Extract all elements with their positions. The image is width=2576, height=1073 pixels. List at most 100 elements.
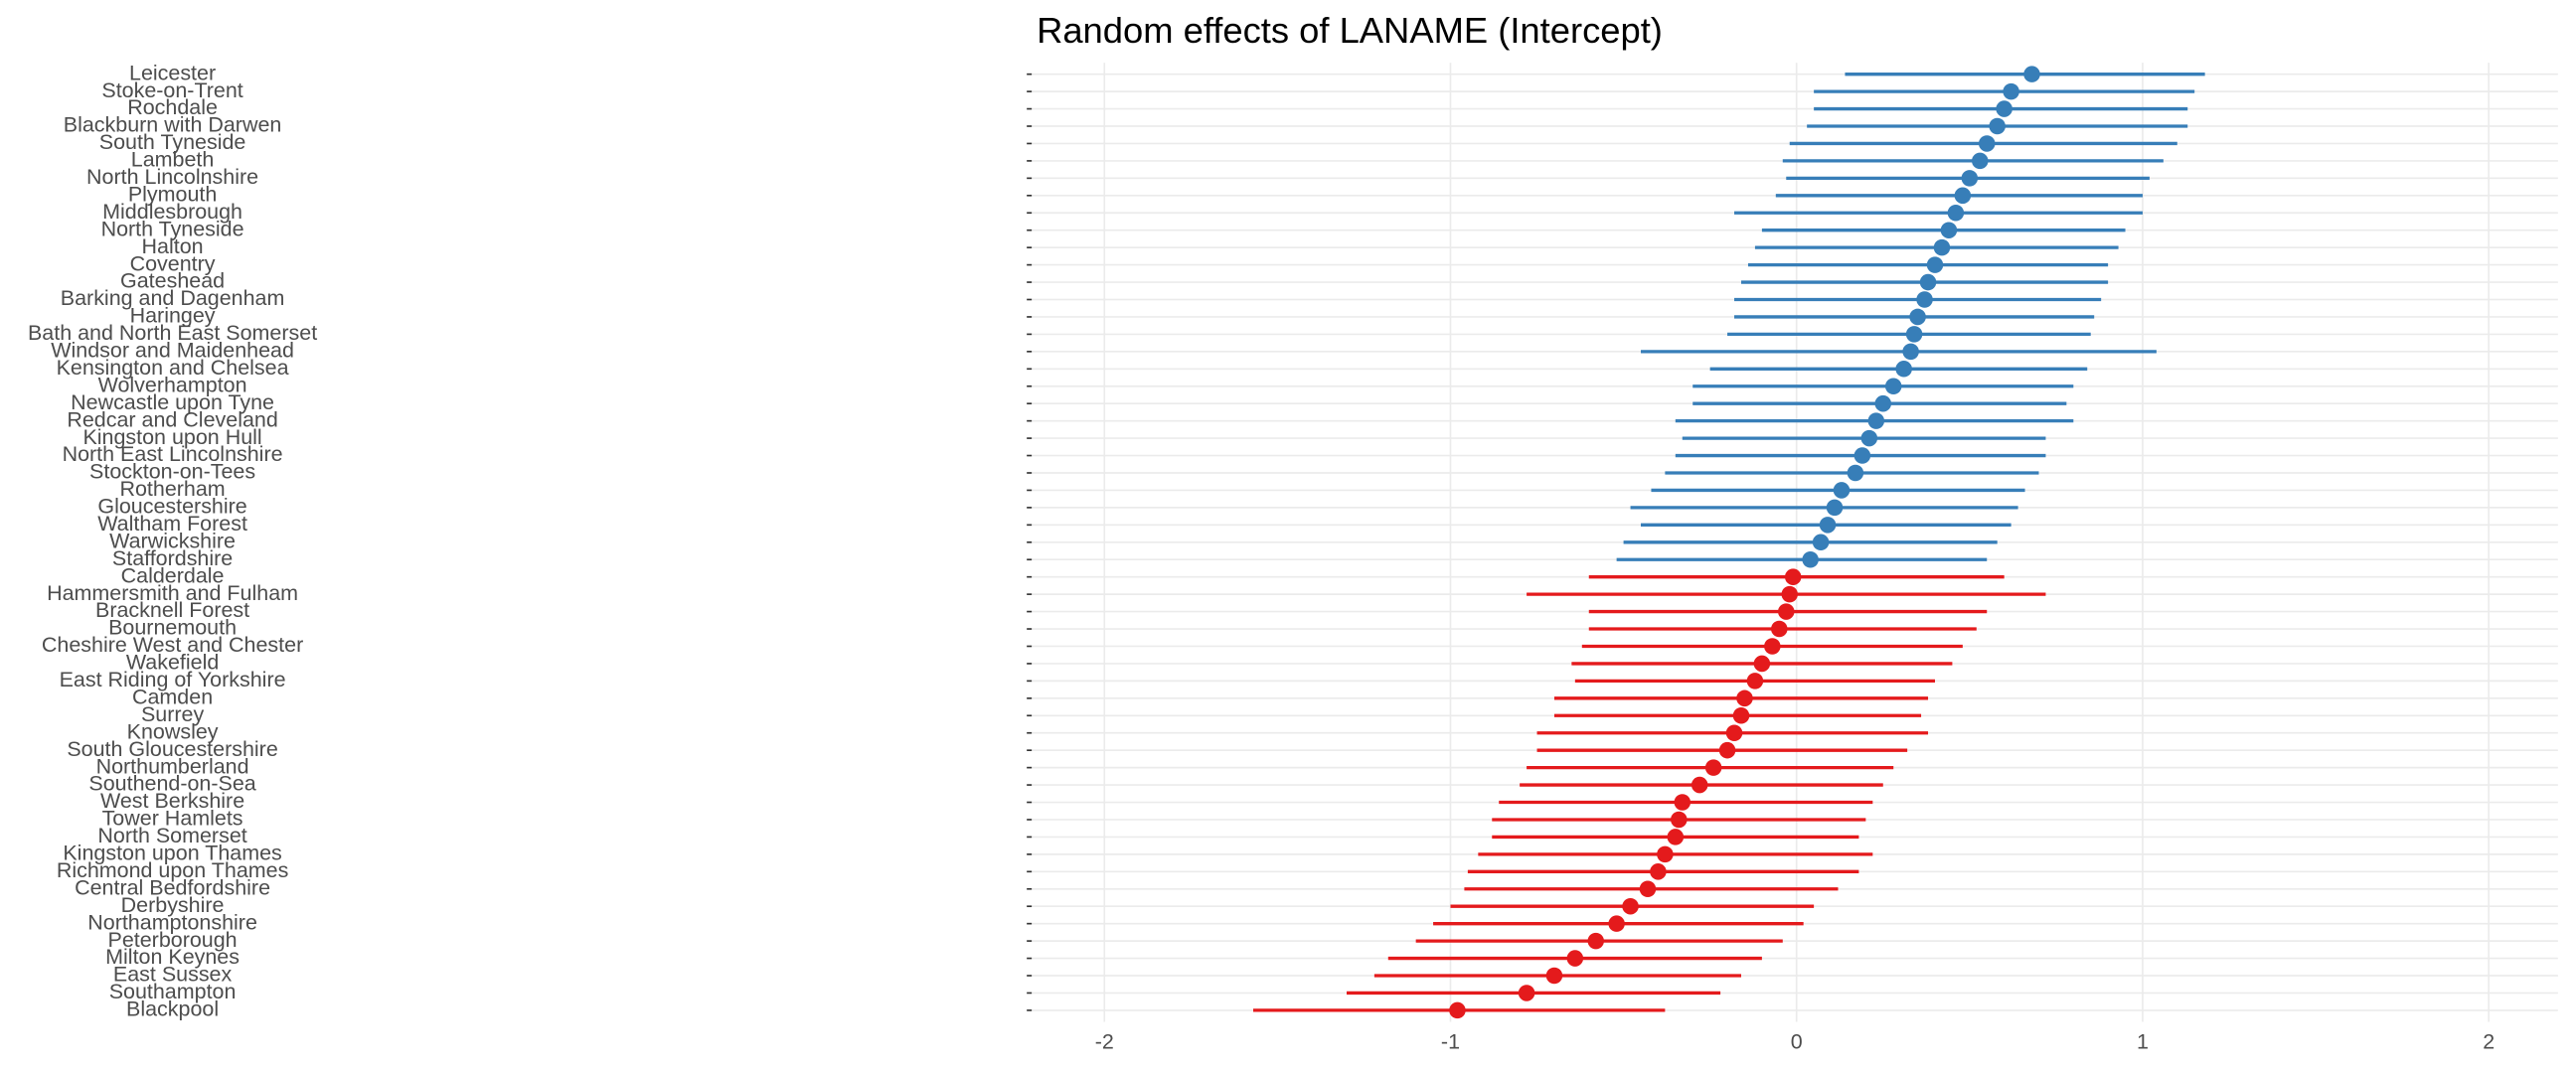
point — [1972, 152, 1989, 170]
point — [1718, 741, 1736, 759]
point — [1947, 204, 1965, 222]
point — [1746, 673, 1764, 690]
x-tick-label: -2 — [1095, 1030, 1114, 1054]
point — [1587, 932, 1605, 950]
y-tick-label: Tower Hamlets — [102, 807, 243, 831]
point — [1704, 759, 1722, 776]
point — [1926, 256, 1944, 273]
point — [2003, 82, 2019, 100]
y-tick-label: Camden — [132, 685, 213, 708]
point — [1905, 326, 1923, 343]
point — [1940, 222, 1958, 238]
y-tick-label: Kingston upon Hull — [82, 425, 261, 449]
y-tick-label: Northamptonshire — [87, 910, 257, 934]
y-tick-label: Southend-on-Sea — [88, 772, 255, 796]
point — [1725, 724, 1743, 741]
y-tick-label: North East Lincolnshire — [63, 442, 283, 466]
y-tick-label: Cheshire West and Chester — [42, 633, 303, 657]
point — [1961, 170, 1979, 187]
point — [1933, 238, 1951, 256]
point — [1867, 412, 1885, 429]
y-tick-label: Blackpool — [126, 997, 219, 1021]
point — [1826, 499, 1844, 517]
point — [1732, 707, 1750, 724]
point — [1764, 638, 1781, 655]
y-tick-label: Staffordshire — [112, 546, 233, 570]
point — [1608, 915, 1625, 932]
y-tick-label: Surrey — [141, 702, 204, 726]
x-tick-label: -1 — [1441, 1030, 1460, 1054]
y-tick-label: Hammersmith and Fulham — [47, 581, 298, 605]
y-tick-label: Newcastle upon Tyne — [71, 390, 274, 414]
y-tick-label: Milton Keynes — [105, 945, 240, 969]
point — [2023, 66, 2040, 82]
point — [1802, 550, 1819, 568]
y-tick-label: Gateshead — [120, 269, 225, 293]
point — [1833, 482, 1851, 499]
point — [1518, 985, 1535, 1001]
y-tick-label: North Somerset — [97, 824, 246, 847]
y-tick-label: Derbyshire — [121, 893, 225, 917]
y-tick-label: Barking and Dagenham — [61, 286, 285, 310]
point — [1954, 187, 1972, 205]
point — [1667, 829, 1685, 845]
point — [1874, 394, 1892, 412]
point — [1777, 603, 1795, 620]
y-tick-label: Haringey — [130, 304, 216, 328]
y-tick-label: Kingston upon Thames — [63, 842, 281, 865]
point — [1860, 429, 1878, 447]
point — [1895, 361, 1912, 378]
point — [1853, 447, 1871, 464]
point — [1674, 794, 1691, 811]
y-tick-label: Northumberland — [96, 754, 249, 778]
y-tick-label: Gloucestershire — [97, 495, 246, 519]
point — [1812, 534, 1830, 551]
point — [1919, 273, 1937, 291]
y-tick-label: Leicester — [129, 61, 216, 84]
x-tick-label: 0 — [1791, 1030, 1803, 1054]
y-tick-label: South Tyneside — [99, 130, 246, 154]
point — [1884, 378, 1902, 395]
point — [1978, 135, 1996, 152]
point — [1449, 1001, 1466, 1019]
point — [1657, 845, 1674, 863]
y-tick-label: Plymouth — [128, 182, 217, 206]
y-tick-label: Stoke-on-Trent — [101, 78, 242, 102]
y-tick-label: Rochdale — [127, 95, 218, 119]
y-tick-label: Blackburn with Darwen — [64, 113, 282, 137]
y-tick-label: Southampton — [109, 980, 237, 1003]
x-tick-label: 2 — [2483, 1030, 2495, 1054]
y-tick-label: Middlesbrough — [102, 200, 242, 224]
point — [1622, 897, 1639, 915]
y-tick-label: Kensington and Chelsea — [57, 356, 289, 380]
y-tick-label: Central Bedfordshire — [75, 875, 270, 899]
y-tick-label: Peterborough — [108, 928, 238, 952]
y-tick-label: Calderdale — [121, 563, 225, 587]
point — [1819, 517, 1837, 534]
y-tick-label: Wakefield — [126, 651, 219, 675]
x-tick-label: 1 — [2137, 1030, 2149, 1054]
y-tick-label: Redcar and Cleveland — [67, 407, 277, 431]
chart-title: Random effects of LANAME (Intercept) — [1037, 10, 1663, 51]
point — [1916, 291, 1933, 308]
y-tick-label: Bath and North East Somerset — [28, 321, 317, 345]
point — [1847, 464, 1864, 482]
y-tick-label: Wolverhampton — [98, 373, 247, 396]
y-tick-label: East Sussex — [113, 963, 233, 987]
point — [1736, 690, 1753, 707]
point — [1781, 585, 1799, 603]
point — [1996, 100, 2012, 117]
y-tick-label: Knowsley — [127, 719, 219, 743]
y-tick-label: North Lincolnshire — [86, 165, 258, 189]
point — [1771, 620, 1788, 638]
y-tick-label: Halton — [142, 234, 204, 258]
y-tick-label: Lambeth — [131, 148, 215, 172]
point — [1639, 880, 1657, 898]
point — [1989, 117, 2006, 135]
point — [1566, 950, 1584, 967]
point — [1753, 655, 1771, 673]
point — [1784, 568, 1802, 585]
y-tick-label: East Riding of Yorkshire — [60, 668, 286, 691]
y-tick-label: Waltham Forest — [97, 512, 247, 536]
